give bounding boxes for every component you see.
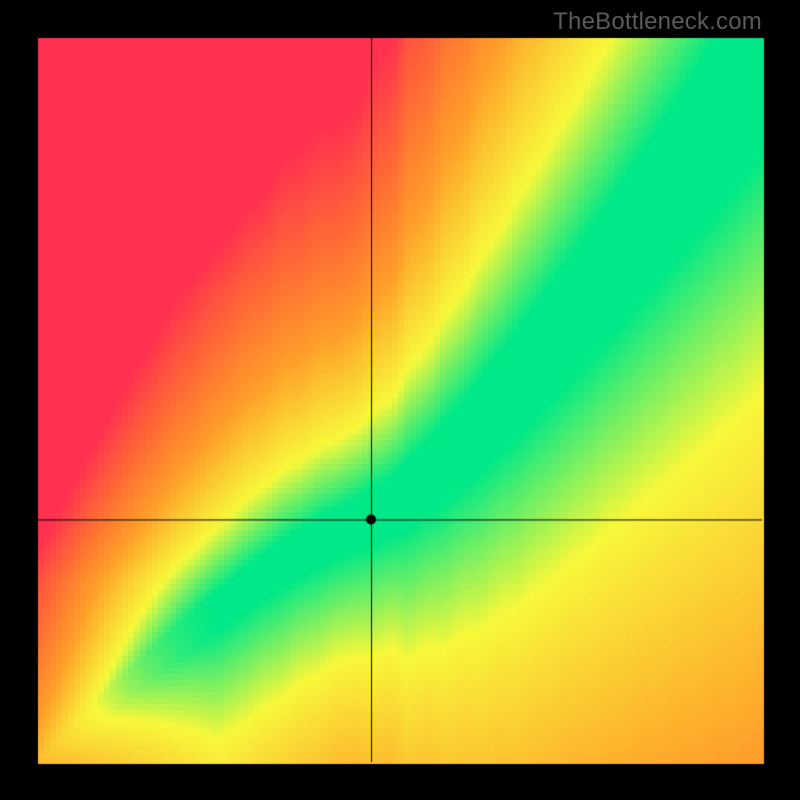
bottleneck-heatmap-canvas	[0, 0, 800, 800]
chart-container: TheBottleneck.com	[0, 0, 800, 800]
watermark-text: TheBottleneck.com	[553, 8, 762, 36]
